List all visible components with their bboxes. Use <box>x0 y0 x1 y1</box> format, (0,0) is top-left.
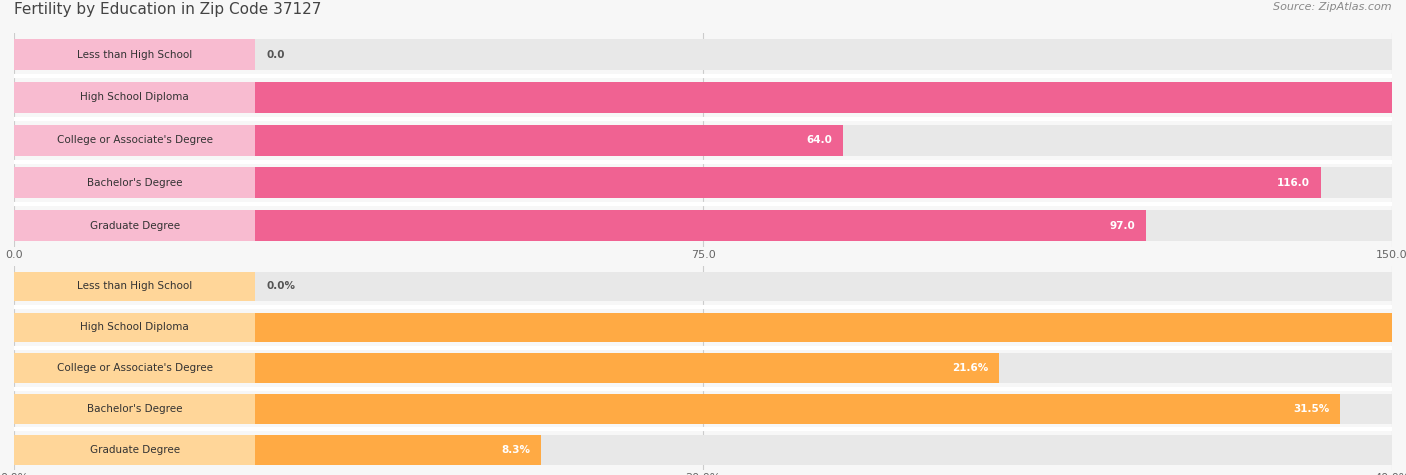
Text: 64.0: 64.0 <box>806 135 832 145</box>
Bar <box>256 125 844 155</box>
Bar <box>14 168 1392 198</box>
Text: College or Associate's Degree: College or Associate's Degree <box>56 363 212 373</box>
Text: College or Associate's Degree: College or Associate's Degree <box>56 135 212 145</box>
Bar <box>14 313 256 342</box>
Bar <box>256 353 1000 383</box>
Bar <box>14 82 256 113</box>
Text: Graduate Degree: Graduate Degree <box>90 445 180 455</box>
Bar <box>14 394 1392 424</box>
Text: Bachelor's Degree: Bachelor's Degree <box>87 404 183 414</box>
Bar <box>14 394 256 424</box>
Text: 97.0: 97.0 <box>1109 220 1135 231</box>
Bar <box>14 272 1392 301</box>
Bar <box>14 39 1392 70</box>
Bar <box>256 394 1340 424</box>
Text: High School Diploma: High School Diploma <box>80 322 188 332</box>
Bar <box>256 313 1406 342</box>
Bar <box>14 82 1392 113</box>
Bar <box>14 210 1392 241</box>
Bar <box>14 435 256 465</box>
Text: High School Diploma: High School Diploma <box>80 92 188 103</box>
Bar <box>256 435 541 465</box>
Bar <box>256 210 1146 241</box>
Bar <box>256 168 1320 198</box>
Bar <box>256 82 1406 113</box>
Text: Bachelor's Degree: Bachelor's Degree <box>87 178 183 188</box>
Bar <box>14 353 1392 383</box>
Text: 31.5%: 31.5% <box>1294 404 1329 414</box>
Text: 0.0: 0.0 <box>266 49 284 60</box>
Text: Source: ZipAtlas.com: Source: ZipAtlas.com <box>1274 2 1392 12</box>
Text: 8.3%: 8.3% <box>501 445 530 455</box>
Bar <box>14 210 256 241</box>
Text: Graduate Degree: Graduate Degree <box>90 220 180 231</box>
Text: 0.0%: 0.0% <box>266 281 295 292</box>
Bar <box>14 125 1392 155</box>
Text: Fertility by Education in Zip Code 37127: Fertility by Education in Zip Code 37127 <box>14 2 322 18</box>
Bar <box>14 353 256 383</box>
Bar <box>14 313 1392 342</box>
Bar <box>14 125 256 155</box>
Text: 21.6%: 21.6% <box>952 363 988 373</box>
Text: Less than High School: Less than High School <box>77 49 193 60</box>
Bar <box>14 272 256 301</box>
Text: 116.0: 116.0 <box>1277 178 1310 188</box>
Bar <box>14 435 1392 465</box>
Bar <box>14 168 256 198</box>
Bar <box>14 39 256 70</box>
Text: Less than High School: Less than High School <box>77 281 193 292</box>
